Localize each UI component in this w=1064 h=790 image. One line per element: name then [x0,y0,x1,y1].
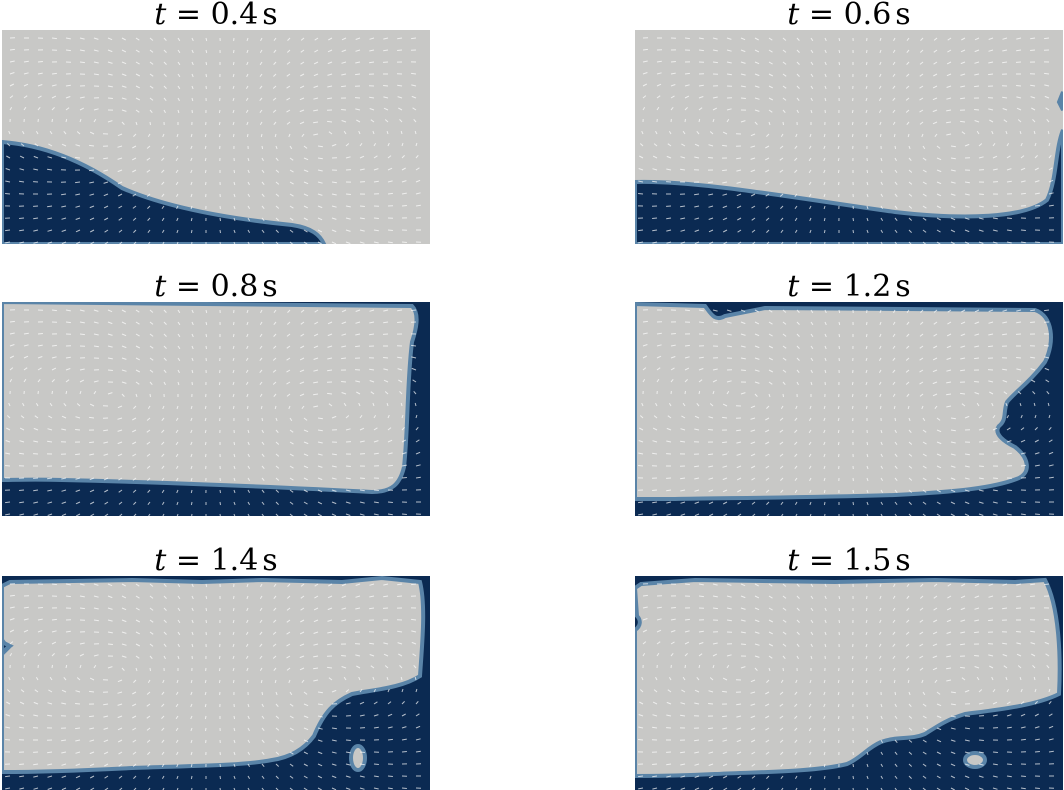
flow-field-image [2,30,430,244]
snapshot-panel-t-1-5: t = 1.5 s [635,546,1063,790]
velocity-vectors [4,583,422,790]
flow-field-image [635,576,1063,790]
velocity-vectors [4,309,422,516]
time-unit: s [262,269,278,304]
panel-title: t = 1.2 s [635,272,1063,302]
time-symbol: t [154,543,167,578]
flow-field-image [635,302,1063,516]
time-value: 0.4 [210,0,259,32]
flow-field-image [635,30,1063,244]
time-symbol: t [787,543,800,578]
snapshot-panel-t-0-8: t = 0.8 s [2,272,430,516]
time-symbol: t [154,269,167,304]
snapshot-panel-t-0-4: t = 0.4 s [2,0,430,244]
time-value: 1.2 [843,269,892,304]
time-symbol: t [787,0,800,32]
time-value: 1.4 [210,543,259,578]
equals-sign: = [808,0,835,32]
snapshot-panel-t-1-2: t = 1.2 s [635,272,1063,516]
simulation-frame [635,576,1063,790]
equals-sign: = [808,269,835,304]
simulation-frame [635,302,1063,516]
snapshot-panel-t-0-6: t = 0.6 s [635,0,1063,244]
simulation-frame [2,302,430,516]
simulation-frame [2,576,430,790]
velocity-vectors [637,37,1055,244]
time-unit: s [895,0,911,32]
panel-title: t = 0.6 s [635,0,1063,30]
time-value: 0.8 [210,269,259,304]
time-unit: s [262,543,278,578]
time-symbol: t [787,269,800,304]
equals-sign: = [808,543,835,578]
time-unit: s [895,543,911,578]
velocity-vectors [4,37,422,244]
velocity-vectors [637,583,1055,790]
snapshot-panel-t-1-4: t = 1.4 s [2,546,430,790]
panel-title: t = 1.5 s [635,546,1063,576]
velocity-vectors [637,309,1055,516]
panel-title: t = 1.4 s [2,546,430,576]
time-unit: s [895,269,911,304]
panel-title: t = 0.8 s [2,272,430,302]
flow-field-image [2,576,430,790]
equals-sign: = [175,269,202,304]
time-unit: s [262,0,278,32]
simulation-frame [2,30,430,244]
panel-title: t = 0.4 s [2,0,430,30]
flow-field-image [2,302,430,516]
time-value: 1.5 [843,543,892,578]
time-symbol: t [154,0,167,32]
time-value: 0.6 [843,0,892,32]
simulation-frame [635,30,1063,244]
equals-sign: = [175,543,202,578]
equals-sign: = [175,0,202,32]
